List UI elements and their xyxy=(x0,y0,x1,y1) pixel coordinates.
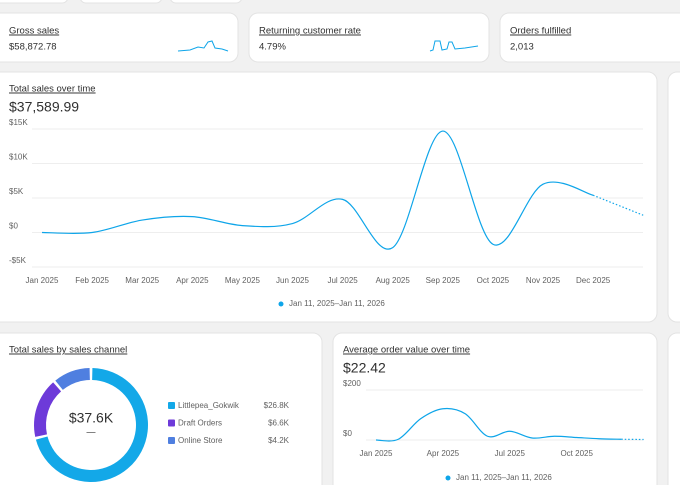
chart-card xyxy=(332,332,658,485)
metric-title: Orders fulfilled xyxy=(510,26,571,37)
x-tick-label: Oct 2025 xyxy=(477,276,510,285)
x-tick-label: Jan 2025 xyxy=(26,276,59,285)
x-tick-label: Apr 2025 xyxy=(176,276,209,285)
series-line xyxy=(375,407,622,442)
sparkline xyxy=(429,40,479,52)
x-tick-label: Dec 2025 xyxy=(576,276,611,285)
y-tick-label: $15K xyxy=(9,118,28,127)
y-tick-label: $0 xyxy=(9,222,18,231)
y-tick-label: $10K xyxy=(9,153,28,162)
chart-card xyxy=(667,71,680,323)
donut-total: $37.6K xyxy=(69,410,114,426)
x-tick-label: Sep 2025 xyxy=(426,276,461,285)
donut-sub: — xyxy=(87,426,96,436)
legend-label: Jan 11, 2025–Jan 11, 2026 xyxy=(289,299,385,308)
legend-swatch xyxy=(168,419,175,427)
x-tick-label: Nov 2025 xyxy=(526,276,561,285)
x-tick-label: Mar 2025 xyxy=(125,276,159,285)
metric-card[interactable] xyxy=(0,12,239,63)
y-tick-label: $200 xyxy=(343,379,361,388)
x-tick-label: Jun 2025 xyxy=(276,276,309,285)
metric-card[interactable] xyxy=(248,12,490,63)
legend-dot xyxy=(278,301,284,307)
legend-label: Online Store xyxy=(178,436,223,445)
chart-card xyxy=(667,332,680,485)
legend-value: $4.2K xyxy=(268,436,290,445)
x-tick-label: Jul 2025 xyxy=(495,449,526,458)
x-tick-label: Jan 2025 xyxy=(360,449,393,458)
legend-value: $6.6K xyxy=(268,419,290,428)
chart-title: Average order value over time xyxy=(343,345,470,356)
legend-swatch xyxy=(168,402,175,409)
metric-value: 2,013 xyxy=(510,42,534,53)
legend-dot xyxy=(445,475,451,481)
filter-button[interactable] xyxy=(170,0,242,4)
x-tick-label: Aug 2025 xyxy=(376,276,411,285)
metric-card[interactable] xyxy=(499,12,680,63)
chart-title: Total sales by sales channel xyxy=(9,345,127,356)
legend-label: Littlepea_Gokwik xyxy=(178,401,240,410)
y-tick-label: -$5K xyxy=(9,256,27,265)
sparkline xyxy=(177,40,229,52)
metric-title: Returning customer rate xyxy=(259,26,361,37)
y-tick-label: $0 xyxy=(343,429,352,438)
legend-value: $26.8K xyxy=(264,401,290,410)
series-line xyxy=(41,130,594,250)
legend-swatch xyxy=(168,437,175,444)
chart-total: $22.42 xyxy=(343,360,386,376)
chart-title: Total sales over time xyxy=(9,84,96,95)
chart-total: $37,589.99 xyxy=(9,99,79,115)
legend-label: Jan 11, 2025–Jan 11, 2026 xyxy=(456,473,552,482)
x-tick-label: Feb 2025 xyxy=(75,276,109,285)
legend-label: Draft Orders xyxy=(178,419,222,428)
metric-value: $58,872.78 xyxy=(9,42,57,53)
chart-card xyxy=(0,71,658,323)
filter-button[interactable] xyxy=(0,0,68,4)
donut-segment xyxy=(55,368,90,390)
x-tick-label: May 2025 xyxy=(225,276,261,285)
x-tick-label: Oct 2025 xyxy=(560,449,593,458)
metric-title: Gross sales xyxy=(9,26,59,37)
filter-button[interactable] xyxy=(80,0,162,4)
y-tick-label: $5K xyxy=(9,187,24,196)
x-tick-label: Jul 2025 xyxy=(327,276,358,285)
metric-value: 4.79% xyxy=(259,42,286,53)
donut-segment xyxy=(34,382,62,437)
x-tick-label: Apr 2025 xyxy=(427,449,460,458)
